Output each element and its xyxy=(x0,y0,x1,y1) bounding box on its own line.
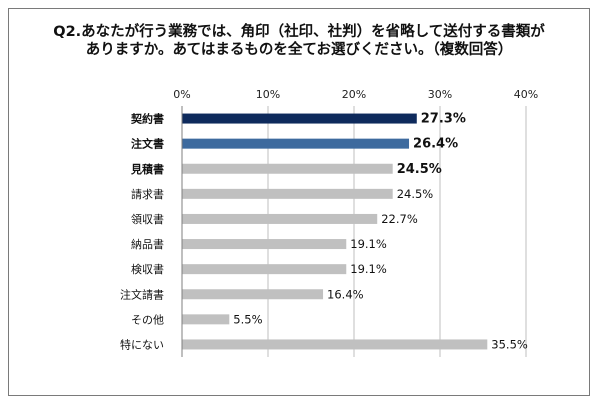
bar-6 xyxy=(182,239,347,250)
bar-7 xyxy=(182,264,347,275)
category-label-6: 納品書 xyxy=(131,237,164,251)
value-label-4: 24.5% xyxy=(397,187,434,201)
category-label-1: 契約書 xyxy=(130,112,164,126)
value-label-1: 27.3% xyxy=(421,112,466,127)
x-tick-label-30: 30% xyxy=(428,88,452,101)
category-label-9: その他 xyxy=(131,313,164,326)
x-tick-label-20: 20% xyxy=(342,88,366,101)
value-label-8: 16.4% xyxy=(327,287,364,301)
chart-title-line-2: ありますか。あてはまるものを全てお選びください。（複数回答） xyxy=(85,42,513,58)
chart-title: Q2.あなたが行う業務では、角印（社印、社判）を省略して送付する書類が あります… xyxy=(9,23,589,59)
value-label-6: 19.1% xyxy=(350,237,387,251)
bar-5 xyxy=(182,213,378,224)
category-label-4: 請求書 xyxy=(131,187,164,201)
x-tick-label-40: 40% xyxy=(514,88,538,101)
value-label-2: 26.4% xyxy=(413,137,458,152)
bar-2 xyxy=(182,138,410,149)
bar-3 xyxy=(182,163,393,174)
category-label-7: 検収書 xyxy=(131,262,164,276)
bar-9 xyxy=(182,314,230,325)
x-tick-label-10: 10% xyxy=(256,88,280,101)
category-label-5: 領収書 xyxy=(131,212,164,226)
value-label-7: 19.1% xyxy=(350,262,387,276)
bar-1 xyxy=(182,113,417,124)
category-label-3: 見積書 xyxy=(130,162,164,176)
chart-title-line-1: Q2.あなたが行う業務では、角印（社印、社判）を省略して送付する書類が xyxy=(53,24,545,40)
value-label-3: 24.5% xyxy=(397,162,442,177)
value-label-5: 22.7% xyxy=(381,212,418,226)
value-label-10: 35.5% xyxy=(491,337,528,351)
chart-frame: Q2.あなたが行う業務では、角印（社印、社判）を省略して送付する書類が あります… xyxy=(8,8,590,396)
bar-10 xyxy=(182,339,488,350)
category-label-10: 特にない xyxy=(120,337,164,351)
bar-8 xyxy=(182,289,324,300)
x-tick-label-0: 0% xyxy=(173,88,190,101)
category-label-8: 注文請書 xyxy=(120,287,164,301)
bar-4 xyxy=(182,188,393,199)
category-label-2: 注文書 xyxy=(131,137,164,151)
value-label-9: 5.5% xyxy=(233,312,262,326)
